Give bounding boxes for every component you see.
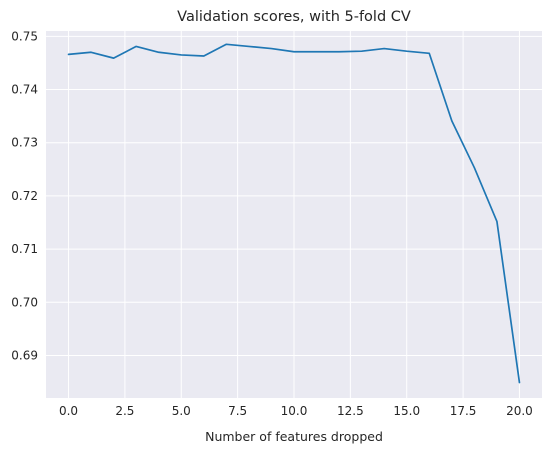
series-line xyxy=(67,43,521,384)
series-line-layer xyxy=(67,43,521,384)
y-tick-label: 0.71 xyxy=(11,242,38,256)
x-axis-ticks: 0.0 2.5 5.0 7.5 10.0 12.5 15.0 17.5 20.0 xyxy=(59,404,533,418)
x-tick-label: 17.5 xyxy=(450,404,477,418)
gridlines xyxy=(46,31,542,398)
x-axis-label: Number of features dropped xyxy=(205,429,383,444)
y-tick-label: 0.74 xyxy=(11,83,38,97)
x-tick-label: 2.5 xyxy=(115,404,134,418)
x-tick-label: 0.0 xyxy=(59,404,78,418)
x-tick-label: 15.0 xyxy=(393,404,420,418)
y-axis-ticks: 0.69 0.70 0.71 0.72 0.73 0.74 0.75 xyxy=(11,29,38,362)
x-tick-label: 5.0 xyxy=(172,404,191,418)
y-tick-label: 0.72 xyxy=(11,189,38,203)
x-tick-label: 12.5 xyxy=(337,404,364,418)
x-tick-label: 7.5 xyxy=(228,404,247,418)
y-tick-label: 0.70 xyxy=(11,295,38,309)
x-tick-label: 20.0 xyxy=(506,404,533,418)
y-tick-label: 0.75 xyxy=(11,29,38,43)
y-tick-label: 0.73 xyxy=(11,136,38,150)
y-tick-label: 0.69 xyxy=(11,348,38,362)
x-tick-label: 10.0 xyxy=(281,404,308,418)
chart-title: Validation scores, with 5-fold CV xyxy=(177,9,411,25)
